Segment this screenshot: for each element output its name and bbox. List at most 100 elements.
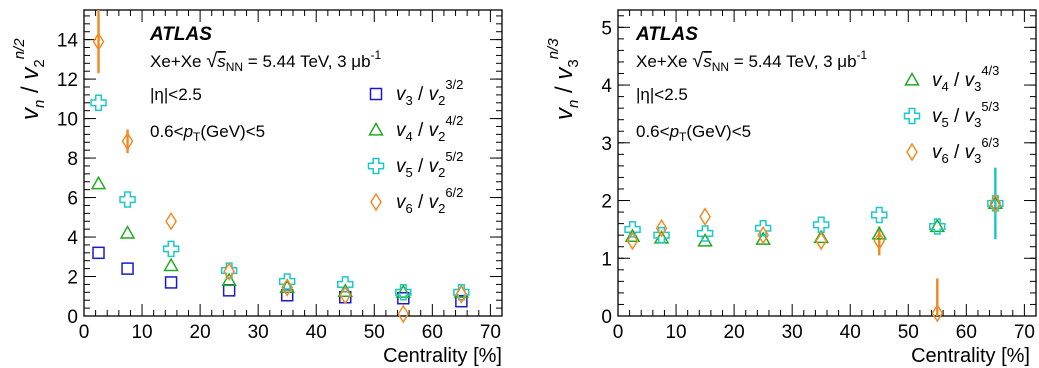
y-tick-label: 0 [67,307,78,328]
legend-right: v4 / v34/3 v5 / v35/3 v6 / v36/3 [903,63,999,166]
legend-label: v5 / v35/3 [932,99,999,130]
legend-marker-triangle [904,71,920,86]
legend-left: v3 / v23/2 v4 / v24/2 v5 / v25/2 v6 / v26/2 [367,77,463,216]
y-tick-label: 2 [67,268,78,289]
data-point-cross [395,284,412,301]
data-point-square [121,262,134,275]
y-tick-label: 4 [601,76,612,97]
data-point-diamond [873,231,886,251]
x-tick-label: 60 [956,322,977,343]
data-point-diamond [815,231,828,251]
y-tick-label: 4 [67,228,78,249]
x-tick-label: 20 [190,322,211,343]
x-axis-label-left: Centrality [%] [383,345,502,367]
data-point-cross [162,240,180,258]
x-tick-label: 70 [1014,322,1035,343]
x-tick-label: 70 [480,322,501,343]
panel-left: 0 10 20 30 40 50 60 70 0 2 4 6 8 10 12 14 Centrality [… [11,9,503,367]
system-label-right: Xe+Xe √sNN = 5.44 TeV, 3 μb-1 [636,48,868,74]
data-point-triangle [871,226,888,240]
data-point-diamond [121,131,134,151]
legend-label: v3 / v23/2 [396,77,463,108]
y-tick-label: 8 [67,149,78,170]
data-point-diamond [931,303,944,323]
eta-cut-left: |η|<2.5 [150,85,202,104]
y-tick-label: 5 [601,18,612,39]
data-point-square [222,284,236,297]
markers-left [90,32,470,324]
x-tick-label: 20 [724,322,745,343]
x-tick-label: 50 [364,322,385,343]
data-point-cross [812,216,830,234]
y-axis-label-left: vn / v2n/2 [11,38,48,120]
y-tick-label: 10 [57,110,78,131]
data-point-cross [871,206,888,224]
data-point-square [455,294,468,308]
y-tick-label: 2 [601,192,612,213]
markers-right [624,194,1004,323]
legend-marker-square [369,87,383,101]
data-point-diamond [223,262,236,281]
panel-right: 0 10 20 30 40 50 60 70 0 1 2 3 4 5 Centrality [%] vn… [545,9,1037,367]
data-point-cross [119,191,136,208]
legend-label: v6 / v26/2 [396,185,463,216]
data-point-diamond [165,211,177,231]
x-tick-label: 10 [665,322,686,343]
data-point-cross [929,218,946,235]
experiment-label-left: ATLAS [149,24,212,45]
y-tick-label: 6 [67,189,78,210]
y-tick-label: 12 [57,70,78,91]
data-point-diamond [339,285,352,305]
error-bars-right [878,167,997,316]
eta-cut-right: |η|<2.5 [636,85,688,104]
system-label-left: Xe+Xe √sNN = 5.44 TeV, 3 μb-1 [150,48,382,74]
legend-label: v5 / v25/2 [396,149,463,180]
data-point-cross [696,225,714,242]
y-axis-label-right: vn / v3n/3 [545,38,582,120]
data-point-diamond [699,207,711,227]
experiment-label-right: ATLAS [635,24,698,45]
data-point-triangle [929,218,946,233]
data-point-triangle [987,195,1004,210]
legend-marker-diamond [370,192,382,212]
y-tick-label: 0 [601,307,612,328]
data-point-cross [754,219,772,237]
legend-marker-cross [903,107,921,125]
pt-cut-right: 0.6<pT(GeV)<5 [636,122,751,144]
data-point-diamond [655,218,668,238]
data-point-diamond [455,284,468,304]
y-tick-label: 14 [57,31,79,52]
data-point-diamond [626,231,639,251]
legend-label: v4 / v34/3 [932,63,999,94]
x-ticks-right: 0 10 20 30 40 50 60 70 [613,10,1035,343]
data-point-diamond [397,304,410,324]
data-point-triangle [90,175,107,190]
data-point-diamond [92,32,105,52]
error-bars-left [97,10,129,154]
pt-cut-left: 0.6<pT(GeV)<5 [150,122,265,144]
legend-marker-cross [367,157,385,175]
data-point-square [280,289,294,302]
data-point-diamond [281,277,294,297]
data-point-triangle [163,257,179,272]
data-point-triangle [221,272,237,287]
x-tick-label: 50 [898,322,919,343]
legend-label: v4 / v24/2 [396,113,463,144]
x-tick-label: 30 [248,322,269,343]
y-ticks-left: 0 2 4 6 8 10 12 14 [57,15,502,328]
x-tick-label: 60 [422,322,443,343]
data-point-diamond [757,225,770,245]
data-point-diamond [989,194,1002,213]
data-point-square [164,276,178,289]
y-ticks-right: 0 1 2 3 4 5 [601,15,1036,328]
x-tick-label: 0 [79,322,90,343]
y-tick-label: 1 [601,249,612,270]
x-axis-label-right: Centrality [%] [911,345,1030,367]
x-tick-label: 40 [840,322,861,343]
data-point-triangle [119,225,136,239]
legend-marker-diamond [906,142,918,162]
data-point-cross [278,273,296,290]
data-point-cross [90,94,107,112]
x-tick-label: 30 [782,322,803,343]
